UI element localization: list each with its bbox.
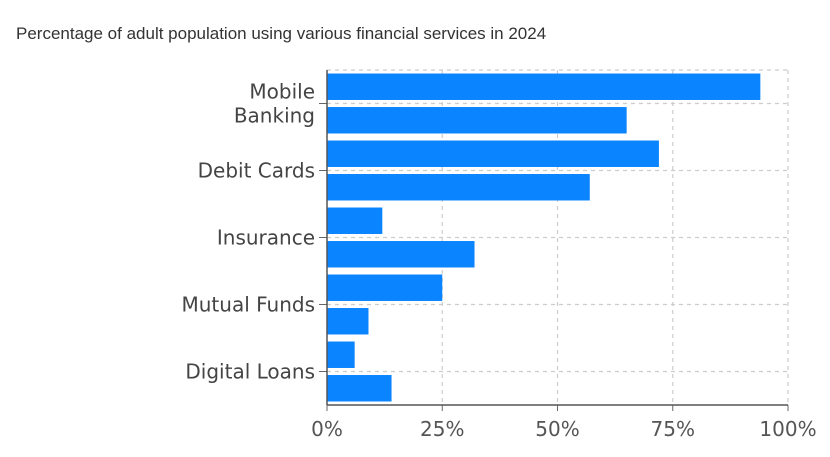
bar [327, 274, 443, 301]
x-tick-label: 100% [759, 417, 816, 441]
x-tick-label: 75% [651, 417, 695, 441]
x-tick-label: 0% [311, 417, 343, 441]
axes [319, 70, 789, 411]
bar [327, 375, 392, 402]
bar [327, 140, 659, 167]
bar [327, 308, 369, 335]
category-label: Digital Loans [185, 360, 315, 384]
bar [327, 341, 355, 368]
category-label: Debit Cards [198, 159, 315, 183]
category-label: Insurance [217, 226, 315, 250]
category-label: Mobile Banking [234, 80, 315, 128]
bar [327, 107, 627, 134]
x-tick-label: 50% [535, 417, 579, 441]
bars [327, 73, 761, 402]
chart-title: Percentage of adult population using var… [16, 24, 547, 43]
labels: 0% 25% 50% 75% 100% Mobile Banking Debit Cards I… [182, 80, 817, 442]
bar [327, 207, 383, 234]
bar [327, 241, 475, 268]
grid-lines [327, 69, 789, 405]
bar [327, 73, 761, 100]
category-label: Mutual Funds [182, 293, 316, 317]
x-tick-label: 25% [420, 417, 464, 441]
bar [327, 174, 590, 201]
